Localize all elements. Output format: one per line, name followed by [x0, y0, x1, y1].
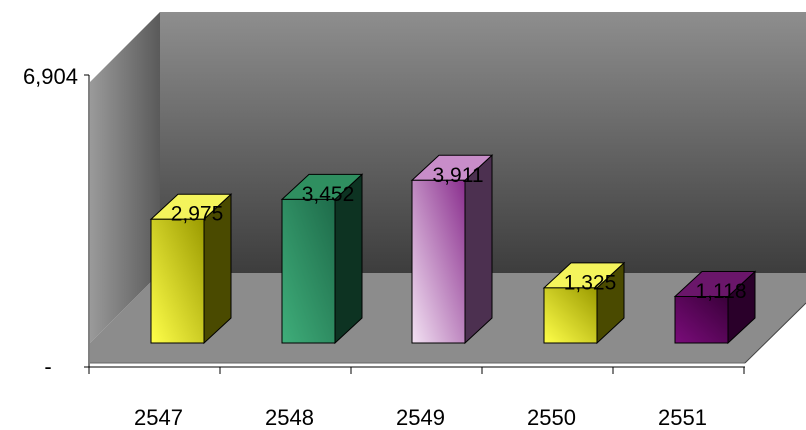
bar-front-face: [281, 198, 336, 344]
chart-side-wall: [90, 12, 160, 343]
x-tick-label: 2549: [396, 405, 445, 430]
x-tick-label: 2551: [658, 405, 707, 430]
data-label: 3,911: [433, 164, 484, 187]
x-axis-labels: 2547 2548 2549 2550 2551: [134, 405, 707, 430]
bar-front-face: [543, 287, 598, 344]
bar-2551: [673, 270, 757, 345]
data-labels: 2,975 3,452 3,911 1,325 1,118: [171, 164, 747, 303]
x-axis-ticks: [88, 367, 745, 374]
bars: [149, 154, 757, 345]
bar-front-face: [674, 295, 729, 344]
data-label: 2,975: [171, 203, 224, 226]
bar-2549: [410, 154, 494, 345]
bar-front-face: [411, 179, 466, 344]
y-tick-label-max: 6,904: [23, 64, 78, 89]
floor-right-edge: [744, 302, 806, 364]
x-tick-label: 2548: [265, 405, 314, 430]
bar-2548: [280, 173, 364, 345]
data-label: 3,452: [302, 183, 355, 206]
bar-front-face: [150, 218, 205, 344]
data-label: 1,325: [564, 271, 617, 294]
bar-2550: [542, 261, 626, 345]
y-tick-label-min: -: [44, 354, 51, 379]
x-tick-label: 2550: [527, 405, 576, 430]
data-label: 1,118: [696, 280, 747, 303]
bar-2547: [149, 193, 233, 345]
x-tick-label: 2547: [134, 405, 183, 430]
